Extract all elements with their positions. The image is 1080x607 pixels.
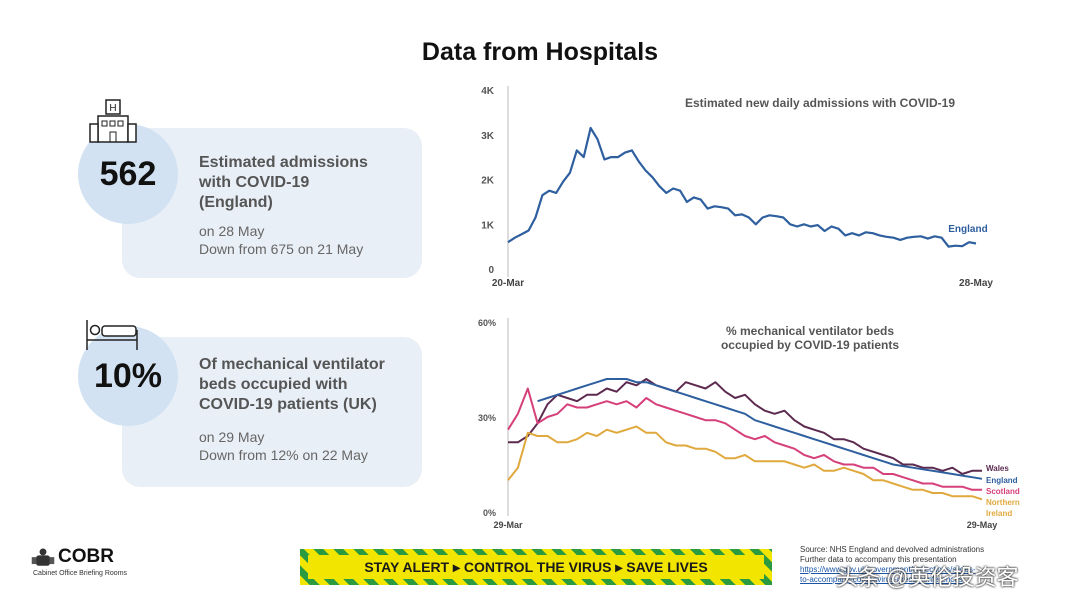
watermark: 头条 @英伦投资客 xyxy=(836,565,1019,590)
banner-text: STAY ALERT ▸ CONTROL THE VIRUS ▸ SAVE LI… xyxy=(308,555,764,579)
svg-text:H: H xyxy=(109,103,116,114)
stat-sub-line: Down from 675 on 21 May xyxy=(199,241,364,257)
series-line-scotland xyxy=(507,387,982,491)
series-line-wales xyxy=(508,378,982,475)
legend-label: Wales xyxy=(986,464,1009,473)
stat-main-ventilators: Of mechanical ventilator beds occupied w… xyxy=(199,355,385,415)
y-tick-label: 0% xyxy=(483,508,496,518)
stat-sub-ventilators: on 29 May Down from 12% on 22 May xyxy=(199,428,368,464)
admissions-chart: 4K 3K 2K 1K 0 20-Mar 28-May England xyxy=(481,86,993,289)
y-tick-label: 2K xyxy=(481,176,495,187)
chart-title-line: % mechanical ventilator beds xyxy=(725,324,895,338)
source-note: Source: NHS England and devolved adminis… xyxy=(800,545,984,585)
legend-label: Northern xyxy=(986,498,1020,507)
y-tick-label: 1K xyxy=(481,220,495,231)
stat-main-line: Of mechanical ventilator xyxy=(199,356,385,373)
admissions-chart-title: Estimated new daily admissions with COVI… xyxy=(684,96,956,110)
y-tick-label: 3K xyxy=(481,131,495,142)
source-link[interactable]: https://www.gov.uk/government/collection… xyxy=(800,565,976,574)
hospital-icon: H xyxy=(89,99,137,143)
stat-main-line: beds occupied with xyxy=(199,376,348,393)
y-tick-label: 60% xyxy=(478,318,496,328)
chart-title-line: occupied by COVID-19 patients xyxy=(720,338,900,352)
x-tick-label: 29-Mar xyxy=(493,520,523,530)
crest-icon xyxy=(31,548,55,566)
stay-alert-banner: STAY ALERT ▸ CONTROL THE VIRUS ▸ SAVE LI… xyxy=(300,549,772,585)
stat-main-admissions: Estimated admissions with COVID-19 (Engl… xyxy=(199,153,368,213)
y-tick-label: 30% xyxy=(478,413,496,423)
stat-main-line: COVID-19 patients (UK) xyxy=(199,396,377,413)
series-line-england xyxy=(507,126,977,248)
y-tick-label: 0 xyxy=(488,265,494,276)
stat-sub-admissions: on 28 May Down from 675 on 21 May xyxy=(199,222,363,258)
source-line: Source: NHS England and devolved adminis… xyxy=(800,545,985,554)
source-link[interactable]: to-accompany-coronavirus-press-conferenc… xyxy=(800,575,963,584)
x-tick-label: 20-Mar xyxy=(492,278,524,289)
stat-sub-line: on 28 May xyxy=(199,223,265,239)
x-tick-label: 29-May xyxy=(967,520,998,530)
stat-sub-line: on 29 May xyxy=(199,429,265,445)
y-tick-label: 4K xyxy=(481,86,495,97)
stat-sub-line: Down from 12% on 22 May xyxy=(199,447,368,463)
stat-main-line: with COVID-19 xyxy=(199,174,310,191)
legend-label: Ireland xyxy=(986,509,1012,518)
x-tick-label: 28-May xyxy=(959,278,993,289)
page-title: Data from Hospitals xyxy=(421,38,659,66)
stat-value-ventilators: 10% xyxy=(78,326,178,426)
series-line-england xyxy=(537,378,983,480)
cobr-logo: COBR xyxy=(58,546,114,567)
cobr-logo-subtitle: Cabinet Office Briefing Rooms xyxy=(33,570,128,577)
stat-main-line: (England) xyxy=(199,194,273,211)
legend-label: England xyxy=(948,224,987,235)
legend-label: Scotland xyxy=(986,487,1020,496)
legend-label: England xyxy=(986,476,1018,485)
ventilator-chart-title: % mechanical ventilator beds occupied by… xyxy=(660,324,960,352)
series-line-northern-ireland xyxy=(507,425,983,501)
stat-main-line: Estimated admissions xyxy=(199,154,368,171)
ventilator-chart: 60% 30% 0% 29-Mar 29-May Wales England Scotland… xyxy=(478,318,1020,530)
source-line: Further data to accompany this presentat… xyxy=(800,555,957,564)
hospital-bed-icon xyxy=(86,320,138,350)
